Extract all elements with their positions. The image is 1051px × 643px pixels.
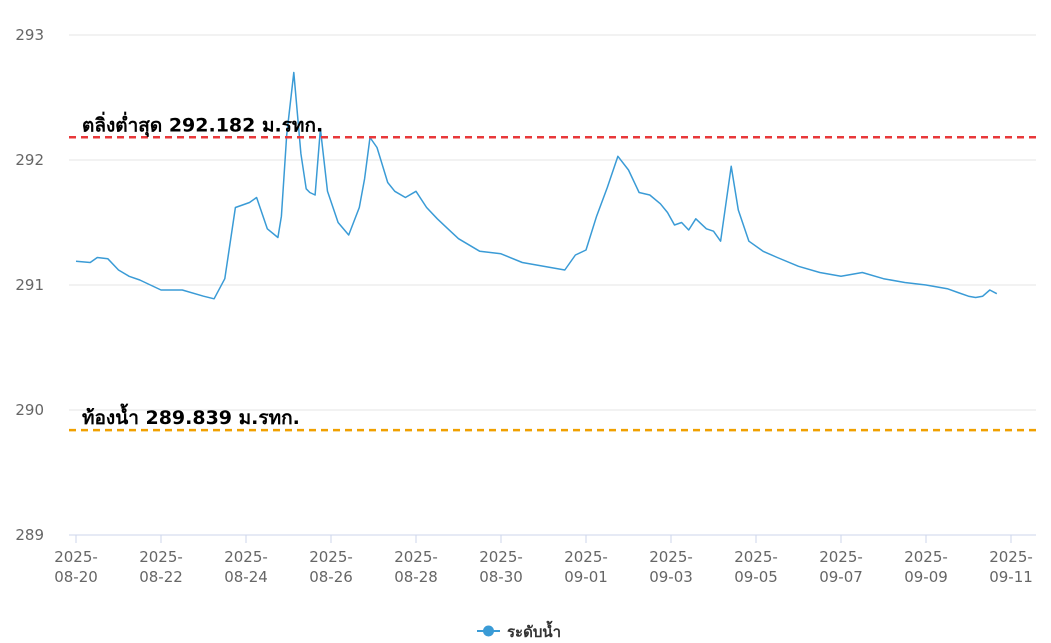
y-tick-label: 289: [15, 526, 44, 544]
reference-line-label: ตลิ่งต่ำสุด 292.182 ม.รทก.: [82, 111, 323, 137]
x-tick-label-line: 08-24: [224, 568, 268, 586]
x-tick-label-line: 09-05: [734, 568, 778, 586]
x-tick-label: 2025- 08-28: [394, 548, 438, 586]
x-tick-label: 2025- 09-03: [649, 548, 693, 586]
x-tick-label-line: 2025-: [904, 548, 948, 566]
x-tick-label-line: 09-03: [649, 568, 693, 586]
x-tick-label-line: 2025-: [564, 548, 608, 566]
y-axis: 289 290 291 292 293: [15, 26, 44, 544]
legend-marker-icon: [483, 625, 494, 637]
x-axis: 2025- 08-20 2025- 08-22 2025- 08-24 2025- 08-26…: [54, 534, 1036, 586]
reference-lines: ตลิ่งต่ำสุด 292.182 ม.รทก. ท้องน้ำ 289.83…: [69, 111, 1036, 432]
x-tick-label: 2025- 09-07: [819, 548, 863, 586]
x-tick-label: 2025- 09-09: [904, 548, 948, 586]
x-tick-label-line: 2025-: [649, 548, 693, 566]
series-group: [75, 71, 998, 300]
x-tick-label-line: 2025-: [54, 548, 98, 566]
x-tick-label-line: 08-30: [479, 568, 523, 586]
x-tick-label-line: 2025-: [734, 548, 778, 566]
x-tick-label: 2025- 08-26: [309, 548, 353, 586]
x-tick-label-line: 09-07: [819, 568, 863, 586]
y-tick-label: 293: [15, 26, 44, 44]
x-tick-label-line: 08-20: [54, 568, 98, 586]
series-line: [75, 71, 998, 300]
x-tick-label-line: 08-26: [309, 568, 353, 586]
x-tick-label-line: 09-01: [564, 568, 608, 586]
x-tick-label-line: 2025-: [394, 548, 438, 566]
x-tick-label: 2025- 08-22: [139, 548, 183, 586]
x-tick-label: 2025- 08-24: [224, 548, 268, 586]
x-tick-label: 2025- 08-20: [54, 548, 98, 586]
x-tick-label-line: 2025-: [224, 548, 268, 566]
legend[interactable]: ระดับน้ำ: [477, 620, 561, 641]
x-tick-label-line: 09-11: [989, 568, 1033, 586]
x-tick-label-line: 2025-: [309, 548, 353, 566]
y-tick-label: 291: [15, 276, 44, 294]
y-tick-label: 290: [15, 401, 44, 419]
x-tick-label-line: 2025-: [819, 548, 863, 566]
x-tick-label: 2025- 09-11: [989, 548, 1033, 586]
x-tick-label-line: 2025-: [139, 548, 183, 566]
y-gridlines: [69, 34, 1036, 536]
x-tick-label: 2025- 09-01: [564, 548, 608, 586]
reference-line-label: ท้องน้ำ 289.839 ม.รทก.: [82, 403, 300, 429]
x-tick-label-line: 2025-: [479, 548, 523, 566]
x-tick-label-line: 2025-: [989, 548, 1033, 566]
x-tick-label: 2025- 08-30: [479, 548, 523, 586]
x-tick-label-line: 08-22: [139, 568, 183, 586]
legend-item-label: ระดับน้ำ: [507, 620, 561, 641]
x-tick-label-line: 09-09: [904, 568, 948, 586]
x-tick-label-line: 08-28: [394, 568, 438, 586]
y-tick-label: 292: [15, 151, 44, 169]
x-tick-label: 2025- 09-05: [734, 548, 778, 586]
